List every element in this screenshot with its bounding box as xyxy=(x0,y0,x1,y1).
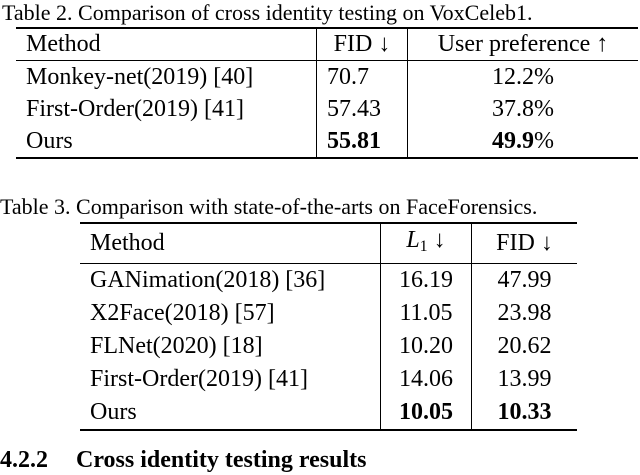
table-row: Monkey-net(2019) [40] 70.7 12.2% xyxy=(16,60,639,94)
table3-method-cell: FLNet(2020) [18] xyxy=(80,330,381,363)
section-title: Cross identity testing results xyxy=(76,447,367,473)
table2-fid-cell: 55.81 xyxy=(316,125,408,158)
table3-fid-cell: 20.62 xyxy=(497,333,552,359)
table2-pref-value: 37.8 xyxy=(492,96,534,122)
table-row: Ours 55.81 49.9% xyxy=(16,125,638,158)
table3-method-cell: First-Order(2019) [41] xyxy=(80,363,381,396)
table3-header-l1-arrow: ↓ xyxy=(427,227,446,253)
section-heading: 4.2.2 Cross identity testing results xyxy=(0,445,366,475)
table-row: GANimation(2018) [36] 16.19 47.99 xyxy=(80,263,577,297)
table-row: FLNet(2020) [18] 10.20 20.62 xyxy=(80,330,577,363)
table3-header-l1: L1 ↓ xyxy=(380,223,472,264)
table3-fid-cell: 47.99 xyxy=(497,267,552,293)
table3-header-l1-base: L xyxy=(406,227,420,253)
table3-header-l1-subscript: 1 xyxy=(419,238,428,255)
table2-header-row: Method FID ↓ User preference ↑ xyxy=(16,28,638,61)
table2-pref-unit: % xyxy=(534,64,554,90)
table2-method-cell: First-Order(2019) [41] xyxy=(16,93,317,125)
table2-caption: Table 2. Comparison of cross identity te… xyxy=(2,0,533,25)
table2-voxceleb-comparison: Method FID ↓ User preference ↑ Monkey-ne… xyxy=(16,27,638,159)
table3-method-cell: Ours xyxy=(80,396,381,430)
table3-caption: Table 3. Comparison with state-of-the-ar… xyxy=(0,194,538,219)
table2-pref-cell: 12.2% xyxy=(408,61,639,94)
table2-pref-cell: 37.8% xyxy=(408,93,639,125)
table-row: First-Order(2019) [41] 57.43 37.8% xyxy=(16,93,638,125)
table3-l1-cell: 10.05 xyxy=(380,396,472,430)
table3-l1-cell: 14.06 xyxy=(380,363,472,396)
table2-fid-cell: 57.43 xyxy=(316,93,408,125)
table3-header-row: Method L1 ↓ FID ↓ xyxy=(80,223,577,264)
table3-fid-cell: 13.99 xyxy=(497,366,552,392)
table3-l1-cell: 10.20 xyxy=(380,330,472,363)
table3-fid-cell: 10.33 xyxy=(497,399,552,425)
table3-header-method: Method xyxy=(80,223,381,264)
table2-fid-cell: 70.7 xyxy=(316,60,408,93)
table2-pref-value: 12.2 xyxy=(492,64,534,90)
section-number: 4.2.2 xyxy=(0,447,48,473)
table2-method-cell: Monkey-net(2019) [40] xyxy=(16,60,317,93)
table3-method-cell: GANimation(2018) [36] xyxy=(80,263,381,297)
table2-method-cell: Ours xyxy=(16,125,317,158)
table3-l1-cell: 16.19 xyxy=(380,263,472,297)
table2-pref-value: 49.9 xyxy=(492,128,534,154)
table3-faceforensics-comparison: Method L1 ↓ FID ↓ GANimation(2018) [36] … xyxy=(80,222,577,431)
table3-fid-cell: 23.98 xyxy=(497,300,552,326)
table2-header-method: Method xyxy=(16,28,317,61)
table-row: X2Face(2018) [57] 11.05 23.98 xyxy=(80,297,577,330)
table-row: First-Order(2019) [41] 14.06 13.99 xyxy=(80,363,577,396)
table2-pref-unit: % xyxy=(534,96,554,122)
table3-header-fid: FID ↓ xyxy=(471,223,577,264)
table2-header-user-preference: User preference ↑ xyxy=(407,28,638,61)
table3-l1-cell: 11.05 xyxy=(380,297,472,330)
table2-header-fid: FID ↓ xyxy=(316,28,408,61)
table-row: Ours 10.05 10.33 xyxy=(80,396,577,430)
table2-pref-unit: % xyxy=(534,128,554,154)
table2-pref-cell: 49.9% xyxy=(408,125,639,158)
table3-method-cell: X2Face(2018) [57] xyxy=(80,297,381,330)
